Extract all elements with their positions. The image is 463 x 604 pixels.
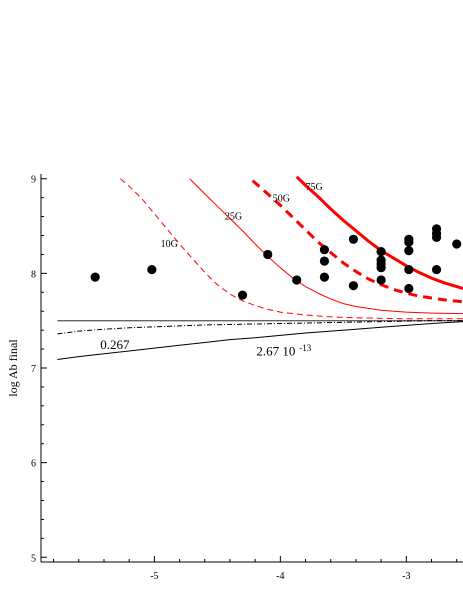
annotation-267-base: 2.67 10 — [256, 344, 295, 359]
data-point — [348, 234, 359, 244]
data-point — [348, 281, 359, 291]
data-point — [319, 272, 330, 282]
annotation-267-exp: -13 — [299, 343, 311, 353]
y-tick-label: 7 — [31, 364, 36, 375]
data-point — [404, 234, 414, 244]
data-point — [376, 247, 386, 257]
annotation-50g: 50G — [273, 193, 290, 204]
data-point — [431, 224, 442, 234]
data-point — [404, 264, 414, 275]
data-point — [404, 283, 414, 294]
data-point — [237, 290, 248, 300]
data-point — [452, 239, 462, 249]
points-layer — [90, 224, 462, 300]
data-point — [431, 264, 442, 275]
series-line-0-267 — [57, 320, 463, 335]
y-axis-label: log Ab final — [6, 339, 20, 397]
data-point — [292, 275, 302, 285]
text-layer: -5 -4 -3 5 6 7 8 9 log Ab final 10G 25G 50G 75G 0.267… — [6, 175, 410, 582]
x-tick-label: -3 — [402, 571, 410, 582]
data-point — [376, 255, 386, 265]
axes-layer — [40, 174, 463, 563]
y-tick-label: 6 — [31, 459, 36, 470]
y-tick-label: 8 — [31, 269, 36, 280]
annotation-25g: 25G — [225, 211, 242, 222]
x-tick-label: -4 — [276, 571, 284, 582]
y-tick-label: 9 — [31, 175, 36, 186]
data-point — [263, 249, 273, 260]
data-point — [404, 246, 414, 256]
data-point — [376, 275, 386, 285]
x-tick-label: -5 — [150, 571, 158, 582]
series-line-25g — [189, 178, 463, 315]
data-point — [319, 256, 330, 266]
series-line-10g — [120, 178, 463, 320]
annotation-10g: 10G — [161, 239, 178, 250]
series-line-50g — [251, 179, 463, 304]
curves-layer — [57, 175, 463, 360]
annotation-75g: 75G — [306, 182, 323, 193]
data-point — [90, 272, 100, 282]
annotation-0267: 0.267 — [100, 337, 130, 352]
data-point — [319, 245, 330, 255]
y-tick-label: 5 — [31, 553, 36, 564]
series-line-2-67-10-13 — [57, 321, 463, 360]
data-point — [147, 264, 157, 275]
